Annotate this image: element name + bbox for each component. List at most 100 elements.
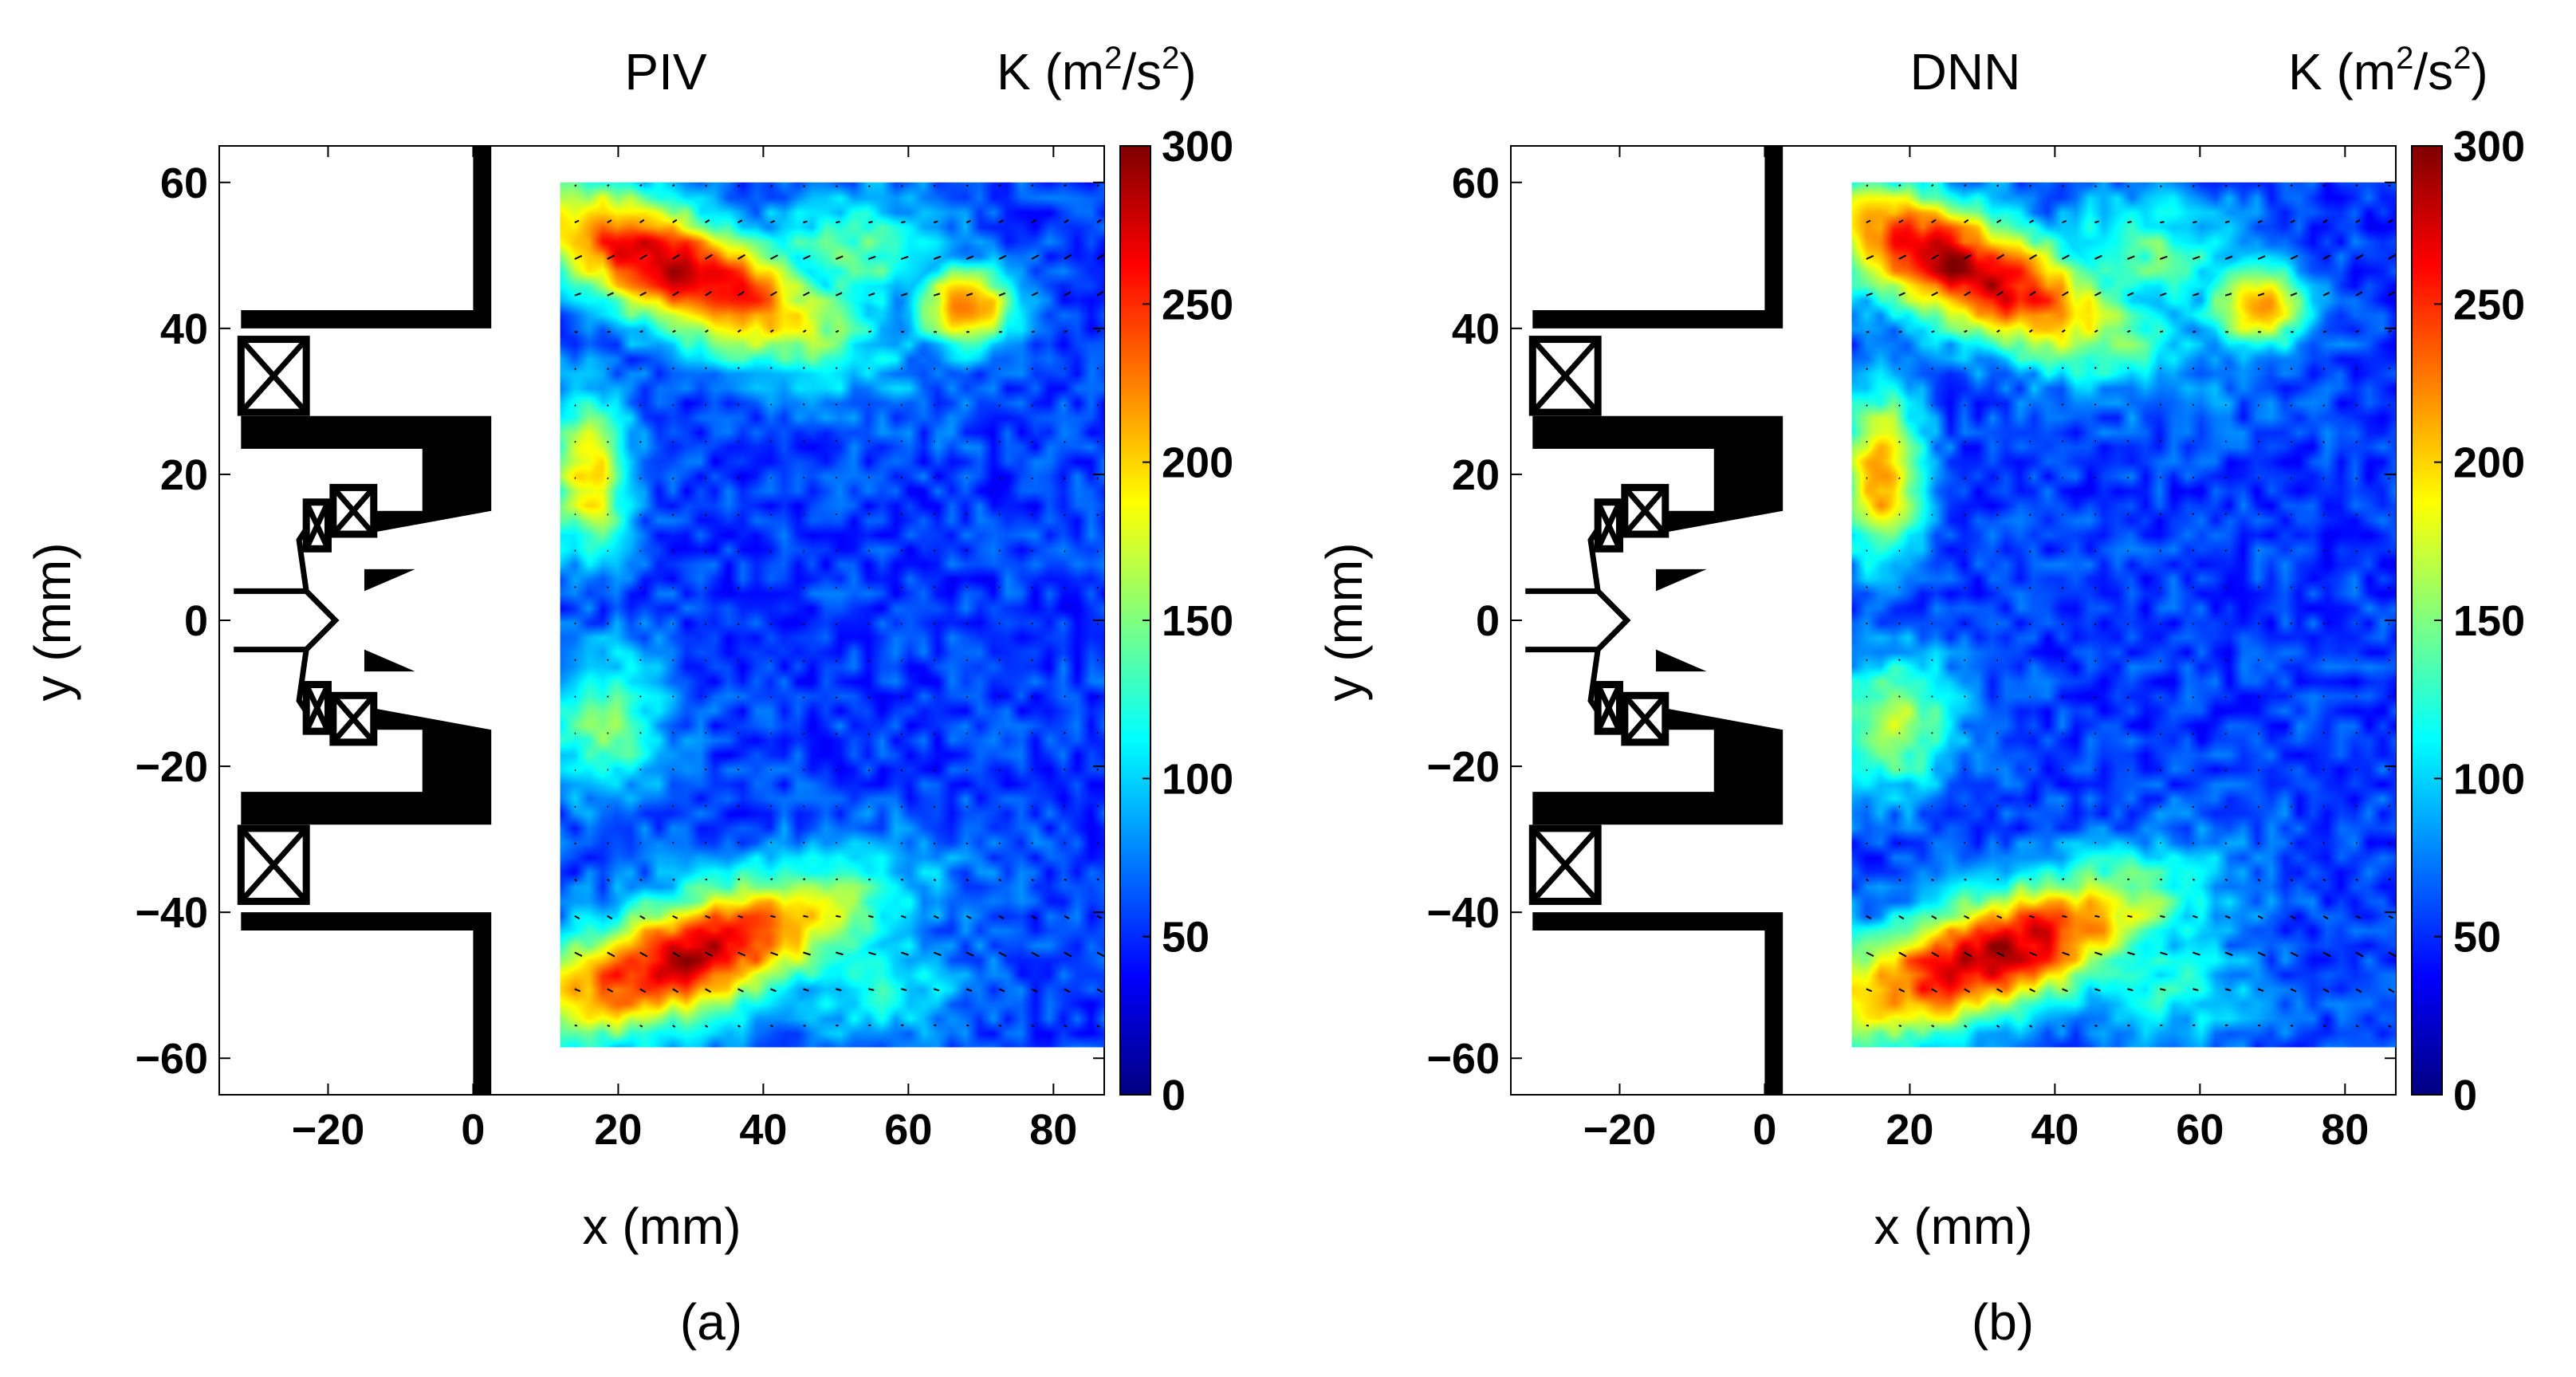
velocity-vector <box>2290 219 2295 223</box>
velocity-vector <box>900 549 903 552</box>
velocity-vector <box>2322 586 2325 588</box>
velocity-vector <box>2159 805 2162 808</box>
velocity-vector <box>769 659 773 663</box>
velocity-vector <box>1866 219 1871 224</box>
velocity-vector <box>737 254 745 260</box>
colorbar-tick-label: 200 <box>2453 439 2525 487</box>
velocity-vector <box>901 988 907 991</box>
velocity-vector <box>2192 255 2200 260</box>
velocity-vector <box>1898 404 1901 407</box>
velocity-vector <box>639 732 642 734</box>
velocity-vector <box>2160 185 2162 187</box>
velocity-vector <box>1964 805 1966 808</box>
velocity-vector <box>867 292 875 297</box>
velocity-vector <box>2355 513 2358 517</box>
burner-block-upper <box>1532 415 1784 533</box>
velocity-vector <box>998 951 1007 958</box>
velocity-vector <box>2126 769 2130 772</box>
velocity-vector <box>1096 513 1099 517</box>
velocity-vector <box>1866 184 1869 187</box>
velocity-vector <box>868 330 872 333</box>
velocity-vector <box>737 550 740 553</box>
velocity-vector <box>802 291 810 297</box>
velocity-vector <box>2224 915 2231 919</box>
velocity-vector <box>998 219 1004 223</box>
y-tick-label: 40 <box>160 305 208 353</box>
velocity-vector <box>803 988 809 992</box>
velocity-vector <box>639 254 648 260</box>
velocity-vector <box>2322 254 2331 260</box>
velocity-vector <box>2159 439 2162 443</box>
velocity-vector <box>1064 659 1066 662</box>
velocity-vector <box>1898 695 1901 698</box>
velocity-vector <box>672 951 681 958</box>
velocity-vector <box>2257 585 2260 588</box>
colorbar-tick-label: 300 <box>2453 123 2525 171</box>
y-tick-label: −20 <box>135 743 208 791</box>
y-tick-label: 40 <box>1452 305 1500 353</box>
heatmap-a <box>560 182 1104 1048</box>
velocity-vector <box>1064 805 1066 808</box>
velocity-vector <box>1898 586 1901 588</box>
velocity-vector <box>2029 915 2035 919</box>
velocity-vector <box>1996 329 2000 333</box>
sublabel-b: (b) <box>1972 1293 2034 1351</box>
velocity-vector <box>574 915 580 920</box>
velocity-vector <box>1064 404 1066 407</box>
velocity-vector <box>672 254 681 260</box>
velocity-vector <box>1064 218 1069 223</box>
velocity-vector <box>2062 951 2071 956</box>
velocity-vector <box>2061 329 2066 333</box>
velocity-vector <box>900 513 903 515</box>
velocity-vector <box>574 659 576 662</box>
velocity-vector <box>2322 879 2326 882</box>
x-ticks-b: −20 0 20 40 60 80 <box>1583 146 2369 1154</box>
velocity-vector <box>900 476 903 479</box>
swirler-outer-upper-icon <box>237 336 310 416</box>
velocity-vector <box>966 255 974 260</box>
velocity-vector <box>737 915 743 919</box>
velocity-vector <box>1866 254 1874 260</box>
velocity-vector <box>2224 549 2228 552</box>
velocity-vector <box>1964 218 1969 223</box>
x-tick-label: −20 <box>292 1106 365 1154</box>
velocity-vector <box>770 254 778 260</box>
velocity-vector <box>1931 330 1935 333</box>
velocity-vector <box>1898 292 1905 297</box>
velocity-vector <box>1996 184 2000 187</box>
combustor-wall-lower <box>241 912 492 1095</box>
velocity-vector <box>2094 915 2100 918</box>
x-tick-label: 20 <box>594 1106 642 1154</box>
x-axis-label-b: x (mm) <box>1874 1198 2032 1255</box>
velocity-vector <box>998 805 1001 808</box>
velocity-vector <box>1866 988 1873 993</box>
velocity-vector <box>998 842 1001 845</box>
velocity-vector <box>867 805 871 808</box>
velocity-vector <box>2159 659 2162 663</box>
velocity-vector <box>737 841 740 844</box>
velocity-vector <box>2094 1025 2098 1027</box>
swirler-small-lower-icon <box>302 681 332 735</box>
velocity-vector <box>802 254 811 260</box>
velocity-vector <box>2322 404 2325 407</box>
velocity-vector <box>2322 659 2325 662</box>
combustor-wall-upper <box>241 146 492 329</box>
velocity-vector <box>2062 988 2068 993</box>
colorbar-tick-label: 0 <box>1162 1072 1186 1119</box>
velocity-vector <box>2257 513 2259 516</box>
velocity-vector <box>2355 805 2358 808</box>
velocity-vector <box>1931 659 1933 662</box>
velocity-vector <box>639 988 647 993</box>
velocity-vector <box>2290 879 2294 882</box>
velocity-vector <box>2029 219 2035 224</box>
velocity-vector <box>639 330 643 333</box>
velocity-vector <box>1096 878 1099 881</box>
velocity-vector <box>868 915 874 919</box>
velocity-vector <box>2094 291 2102 297</box>
velocity-vector <box>2322 915 2329 920</box>
swirler-inner-upper-icon <box>329 483 378 538</box>
velocity-vector <box>2127 988 2134 992</box>
velocity-vector <box>1931 732 1933 734</box>
velocity-vector <box>705 1025 709 1028</box>
velocity-vector <box>2028 623 2031 626</box>
